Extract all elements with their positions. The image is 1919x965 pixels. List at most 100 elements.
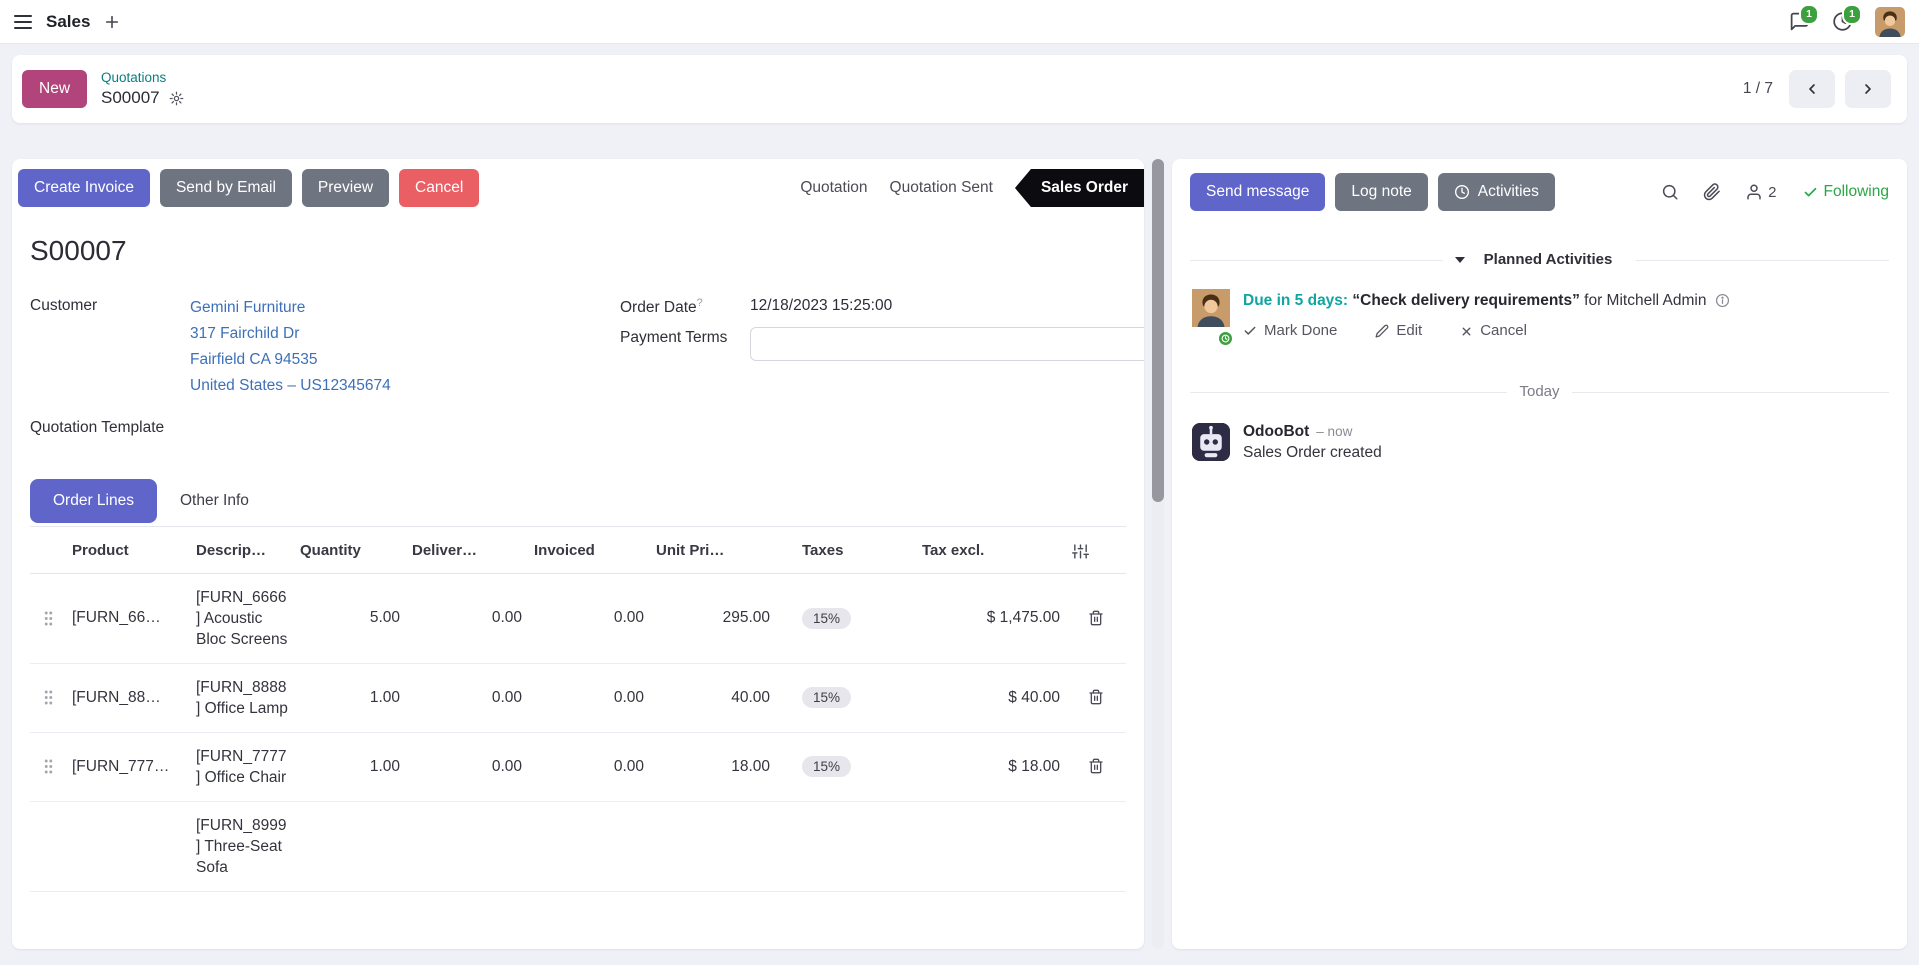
chevron-right-icon	[1860, 81, 1876, 97]
customer-name-link[interactable]: Gemini Furniture	[190, 299, 306, 316]
breadcrumb-parent-link[interactable]: Quotations	[101, 70, 167, 85]
cell-invoiced[interactable]	[528, 801, 650, 892]
table-row[interactable]: [FURN_777… [FURN_7777] Office Chair 1.00…	[30, 732, 1126, 802]
quotation-template-label: Quotation Template	[30, 419, 165, 436]
customer-field-label: Customer	[30, 297, 98, 314]
cell-invoiced[interactable]: 0.00	[528, 573, 650, 664]
pager-previous-button[interactable]	[1789, 70, 1835, 108]
planned-activities-header[interactable]: Planned Activities	[1442, 251, 1637, 268]
app-name[interactable]: Sales	[46, 11, 91, 31]
breadcrumb-current: S00007	[101, 88, 160, 107]
edit-activity-button[interactable]: Edit	[1375, 319, 1422, 343]
followers-count: 2	[1768, 183, 1777, 201]
activities-icon[interactable]: 1	[1832, 4, 1862, 32]
activities-button[interactable]: Activities	[1437, 173, 1555, 211]
table-row[interactable]: [FURN_88… [FURN_8888] Office Lamp 1.00 0…	[30, 663, 1126, 733]
payment-terms-input[interactable]	[750, 327, 1144, 362]
cell-description[interactable]: [FURN_7777] Office Chair	[190, 732, 294, 802]
today-divider: Today	[1190, 383, 1889, 401]
cell-description[interactable]: [FURN_6666] Acoustic Bloc Screens	[190, 573, 294, 664]
cell-invoiced[interactable]: 0.00	[528, 663, 650, 733]
trash-icon[interactable]	[1088, 610, 1104, 626]
log-note-button[interactable]: Log note	[1335, 173, 1428, 211]
status-step-sales-order[interactable]: Sales Order	[1014, 169, 1144, 207]
preview-button[interactable]: Preview	[301, 169, 390, 207]
cell-unit-price[interactable]: 40.00	[650, 663, 776, 733]
scrollbar-thumb[interactable]	[1152, 159, 1164, 502]
tab-other-info[interactable]: Other Info	[179, 491, 249, 509]
drag-handle-icon[interactable]	[30, 573, 66, 664]
user-avatar[interactable]	[1875, 6, 1905, 37]
cell-invoiced[interactable]: 0.00	[528, 732, 650, 802]
edit-pencil-icon	[1375, 324, 1389, 338]
followers-button[interactable]: 2	[1745, 183, 1777, 201]
send-message-button[interactable]: Send message	[1190, 173, 1326, 211]
activity-summary: Due in 5 days: “Check delivery requireme…	[1243, 289, 1730, 313]
cell-delivered[interactable]	[406, 801, 528, 892]
tab-order-lines[interactable]: Order Lines	[30, 478, 157, 523]
messages-icon[interactable]: 1	[1789, 4, 1819, 32]
mark-done-button[interactable]: Mark Done	[1243, 319, 1337, 343]
customer-address-line[interactable]: United States – US12345674	[190, 377, 391, 394]
cancel-activity-button[interactable]: Cancel	[1460, 319, 1527, 343]
cell-delivered[interactable]: 0.00	[406, 663, 528, 733]
cell-description[interactable]: [FURN_8888] Office Lamp	[190, 663, 294, 733]
messages-badge: 1	[1799, 4, 1819, 25]
pager-counter[interactable]: 1 / 7	[1742, 80, 1773, 97]
message-author[interactable]: OdooBot	[1243, 423, 1310, 440]
top-navbar: Sales 1 1	[0, 0, 1919, 44]
cell-quantity[interactable]	[294, 801, 406, 892]
table-row[interactable]: [FURN_66… [FURN_6666] Acoustic Bloc Scre…	[30, 573, 1126, 664]
cancel-button[interactable]: Cancel	[399, 169, 480, 207]
cell-delivered[interactable]: 0.00	[406, 573, 528, 664]
cell-product[interactable]: [FURN_66…	[66, 573, 190, 664]
payment-terms-label: Payment Terms	[620, 329, 728, 347]
cell-delivered[interactable]: 0.00	[406, 732, 528, 802]
cell-description[interactable]: [FURN_8999] Three-Seat Sofa	[190, 801, 294, 892]
activity-title: “Check delivery requirements”	[1352, 292, 1580, 309]
cell-quantity[interactable]: 5.00	[294, 573, 406, 664]
gear-icon[interactable]	[169, 91, 184, 106]
hamburger-menu-icon[interactable]	[14, 14, 32, 29]
following-button[interactable]: Following	[1803, 183, 1889, 201]
table-row[interactable]: [FURN_8999] Three-Seat Sofa	[30, 801, 1126, 892]
help-icon[interactable]: ?	[696, 297, 703, 309]
status-step-quotation[interactable]: Quotation	[800, 179, 868, 196]
new-button[interactable]: New	[22, 70, 88, 108]
tax-badge[interactable]: 15%	[802, 756, 852, 778]
trash-icon[interactable]	[1088, 689, 1104, 705]
trash-icon[interactable]	[1088, 758, 1104, 774]
create-invoice-button[interactable]: Create Invoice	[18, 169, 150, 207]
column-header-unit-price: Unit Pri…	[650, 527, 776, 574]
plus-icon[interactable]	[104, 14, 120, 30]
tax-badge[interactable]: 15%	[802, 687, 852, 709]
cell-quantity[interactable]: 1.00	[294, 732, 406, 802]
vertical-scrollbar[interactable]	[1152, 159, 1164, 949]
drag-handle-icon[interactable]	[30, 663, 66, 733]
customer-address-line[interactable]: 317 Fairchild Dr	[190, 325, 300, 342]
pager-next-button[interactable]	[1845, 70, 1891, 108]
cell-product[interactable]: [FURN_88…	[66, 663, 190, 733]
cell-tax-excl: $ 40.00	[916, 663, 1066, 733]
cell-unit-price[interactable]: 18.00	[650, 732, 776, 802]
tax-badge[interactable]: 15%	[802, 607, 852, 629]
info-icon[interactable]	[1715, 293, 1730, 308]
column-header-delivered: Deliver…	[406, 527, 528, 574]
cell-product[interactable]	[66, 801, 190, 892]
drag-handle-icon[interactable]	[30, 732, 66, 802]
cell-quantity[interactable]: 1.00	[294, 663, 406, 733]
order-date-value[interactable]: 12/18/2023 15:25:00	[750, 297, 893, 314]
customer-field-value: Gemini Furniture 317 Fairchild Dr Fairfi…	[190, 295, 391, 399]
cell-unit-price[interactable]	[650, 801, 776, 892]
cell-unit-price[interactable]: 295.00	[650, 573, 776, 664]
customer-address-line[interactable]: Fairfield CA 94535	[190, 351, 318, 368]
optional-columns-icon[interactable]	[1072, 543, 1089, 560]
cell-product[interactable]: [FURN_777…	[66, 732, 190, 802]
status-step-quotation-sent[interactable]: Quotation Sent	[889, 179, 993, 196]
activity-clock-badge	[1217, 330, 1234, 347]
today-label: Today	[1507, 383, 1572, 400]
search-icon[interactable]	[1661, 183, 1679, 201]
paperclip-icon[interactable]	[1703, 183, 1721, 201]
column-header-product: Product	[66, 527, 190, 574]
send-by-email-button[interactable]: Send by Email	[159, 169, 292, 207]
